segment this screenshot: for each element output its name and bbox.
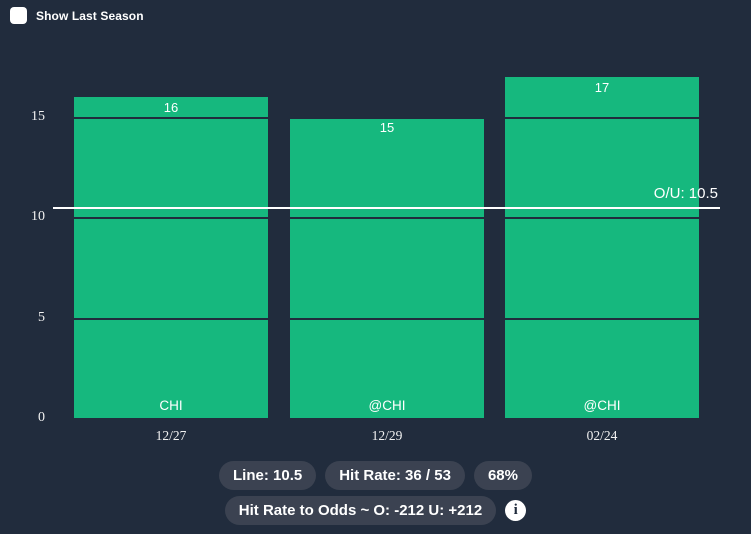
hit-rate-badge: Hit Rate: 36 / 53 [325, 461, 465, 490]
gridline-10 [74, 217, 699, 219]
hit-rate-percent-badge: 68% [473, 461, 532, 490]
y-axis-tick-0: 0 [38, 410, 45, 425]
stats-badges-row-1: Line: 10.5 Hit Rate: 36 / 53 68% [0, 461, 751, 490]
gridline-5 [74, 318, 699, 320]
stats-badges-row-2: Hit Rate to Odds ~ O: -212 U: +212 i [0, 496, 751, 525]
x-axis-date-3: 02/24 [586, 428, 618, 443]
x-axis-date-2: 12/29 [371, 428, 403, 443]
bar-game-3[interactable]: 17 @CHI [505, 77, 699, 418]
over-under-label: O/U: 10.5 [653, 185, 718, 202]
bar-opponent-label: CHI [159, 398, 183, 413]
line-badge: Line: 10.5 [219, 461, 317, 490]
bar-game-1[interactable]: 16 CHI [74, 97, 268, 418]
x-axis-date-1: 12/27 [155, 428, 187, 443]
bar-value-label: 16 [163, 100, 179, 115]
y-axis-tick-5: 5 [38, 310, 45, 325]
hit-rate-to-odds-badge: Hit Rate to Odds ~ O: -212 U: +212 [224, 496, 497, 525]
bar-value-label: 17 [594, 80, 610, 95]
y-axis-tick-10: 10 [31, 209, 45, 224]
over-under-line [53, 207, 720, 209]
gridline-15 [74, 117, 699, 119]
info-icon[interactable]: i [505, 500, 527, 521]
show-last-season-checkbox[interactable] [10, 7, 27, 24]
show-last-season-control: Show Last Season [10, 7, 144, 24]
bar-opponent-label: @CHI [368, 398, 406, 413]
show-last-season-label: Show Last Season [36, 8, 144, 23]
bar-value-label: 15 [379, 120, 395, 135]
y-axis-tick-15: 15 [31, 109, 45, 124]
bar-game-2[interactable]: 15 @CHI [290, 117, 484, 418]
bar-opponent-label: @CHI [583, 398, 621, 413]
